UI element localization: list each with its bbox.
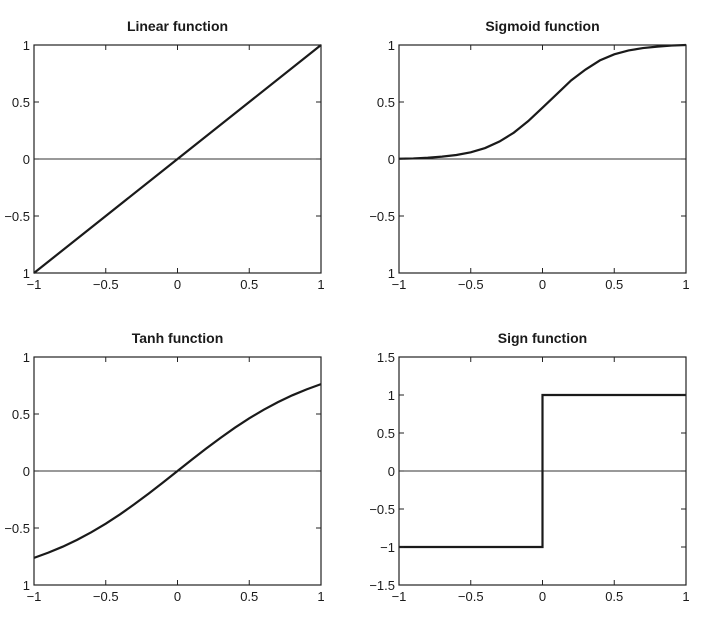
panel-title: Linear function bbox=[127, 18, 228, 34]
y-tick-label: 1 bbox=[23, 38, 30, 53]
y-tick-label: 0 bbox=[388, 464, 395, 479]
y-tick-label: 0 bbox=[23, 464, 30, 479]
y-tick-label: 0 bbox=[23, 152, 30, 167]
x-tick-label: 0.5 bbox=[605, 277, 623, 292]
y-tick-label: −0.5 bbox=[369, 209, 395, 224]
series-line bbox=[33, 44, 322, 274]
panel-linear: Linear function −1 −0.5 0 0.5 1 1 −0.5 0 0.5 1 bbox=[4, 18, 324, 292]
x-tick-label: 1 bbox=[682, 277, 689, 292]
x-tick-label: 1 bbox=[317, 277, 324, 292]
panel-title: Sigmoid function bbox=[485, 18, 599, 34]
y-tick-label: 0.5 bbox=[12, 407, 30, 422]
x-tick-label: −1 bbox=[392, 277, 407, 292]
panel-title: Tanh function bbox=[132, 330, 224, 346]
x-tick-label: −1 bbox=[27, 277, 42, 292]
x-tick-label: 1 bbox=[317, 589, 324, 604]
y-tick-label: 1 bbox=[23, 266, 30, 281]
x-tick-label: 0 bbox=[174, 589, 181, 604]
x-tick-label: 1 bbox=[682, 589, 689, 604]
x-tick-label: −0.5 bbox=[458, 277, 484, 292]
panel-sign: Sign function −1 −0.5 0 0.5 1−1.5−1−0.500.51… bbox=[369, 330, 689, 604]
x-tick-label: 0.5 bbox=[240, 277, 258, 292]
y-tick-label: 1.5 bbox=[377, 350, 395, 365]
y-tick-label: −0.5 bbox=[4, 521, 30, 536]
y-tick-label: 1 bbox=[388, 38, 395, 53]
y-tick-label: −1 bbox=[380, 540, 395, 555]
x-tick-label: 0 bbox=[539, 589, 546, 604]
x-tick-label: 0.5 bbox=[605, 589, 623, 604]
series-line bbox=[33, 383, 322, 559]
series-line bbox=[398, 43, 687, 160]
y-tick-label: 1 bbox=[388, 266, 395, 281]
y-tick-label: −0.5 bbox=[4, 209, 30, 224]
panel-sigmoid: Sigmoid function −1 −0.5 0 0.5 1 1 −0.5 0 0.5 1 bbox=[369, 18, 689, 292]
x-tick-label: −1 bbox=[27, 589, 42, 604]
y-tick-label: 0.5 bbox=[12, 95, 30, 110]
x-tick-label: −1 bbox=[392, 589, 407, 604]
y-tick-label: 1 bbox=[388, 388, 395, 403]
y-tick-label: 0 bbox=[388, 152, 395, 167]
y-tick-label: 1 bbox=[23, 350, 30, 365]
y-tick-label: 0.5 bbox=[377, 95, 395, 110]
series-line bbox=[399, 393, 686, 549]
x-tick-label: 0.5 bbox=[240, 589, 258, 604]
x-tick-label: −0.5 bbox=[93, 589, 119, 604]
panel-tanh: Tanh function −1 −0.5 0 0.5 1 1 −0.5 0 0.5 1 bbox=[4, 330, 324, 604]
x-tick-label: −0.5 bbox=[458, 589, 484, 604]
panel-title: Sign function bbox=[498, 330, 587, 346]
y-tick-label: 1 bbox=[23, 578, 30, 593]
x-tick-label: 0 bbox=[539, 277, 546, 292]
y-tick-label: 0.5 bbox=[377, 426, 395, 441]
x-tick-label: 0 bbox=[174, 277, 181, 292]
y-tick-label: −1.5 bbox=[369, 578, 395, 593]
x-tick-label: −0.5 bbox=[93, 277, 119, 292]
y-tick-label: −0.5 bbox=[369, 502, 395, 517]
